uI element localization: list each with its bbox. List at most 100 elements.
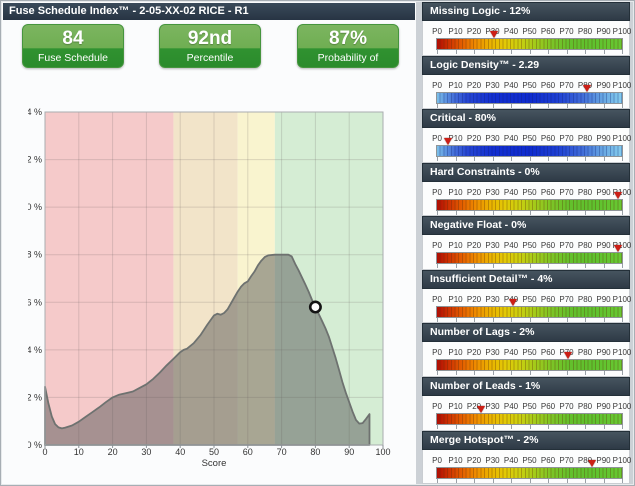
gauge-title: Missing Logic - 12% [422,2,630,21]
gauge-gradient-bar [436,305,623,318]
y-axis-tick-label: 2 % [28,392,42,402]
gauge-title: Hard Constraints - 0% [422,162,630,182]
y-axis-tick-label: 4 % [28,345,42,355]
gauge-title: Number of Leads - 1% [422,376,630,396]
percentile-tick-label: P20 [466,80,482,90]
title-bar: Fuse Schedule Index™ - 2-05-XX-02 RICE -… [3,3,415,20]
gauge-scale: P0 P10 P20 P30 P40 P50 P60 P70 P80 P90 P100 [432,289,631,323]
gauge-gradient-bar [436,252,623,265]
percentile-tick-label: P80 [577,241,593,251]
x-axis-tick-label: 70 [277,447,287,457]
percentile-tick-label: P0 [432,348,442,358]
percentile-tick-label: P70 [559,187,574,197]
percentile-tick-label: P90 [596,294,611,304]
percentile-tick-label: P60 [540,80,556,90]
probability-box: 87% Probability of Success [297,24,399,68]
percentile-tick-label: P90 [596,187,611,197]
gauge-body: P0 P10 P20 P30 P40 P50 P60 P70 P80 P90 P100 [422,449,631,485]
percentile-tick-label: P40 [503,348,519,358]
percentile-tick-label: P20 [466,134,482,144]
percentile-tick-label: P50 [522,241,537,251]
percentile-tick-label: P10 [448,241,463,251]
percentile-tick-label: P20 [466,348,482,358]
percentile-tick-label: P80 [577,348,593,358]
percentile-tick-label: P50 [522,294,537,304]
percentile-tick-label: P40 [503,401,519,411]
gauge-title: Logic Density™ - 2.29 [422,55,630,75]
percentile-tick-label: P50 [522,455,537,465]
percentile-tick-label: P60 [540,294,556,304]
left-panel: Fuse Schedule Index™ - 2-05-XX-02 RICE -… [2,2,416,484]
percentile-tick-label: P10 [448,187,463,197]
percentile-tick-label: P70 [559,27,574,36]
fsi-score-label: Fuse Schedule Index™ [37,52,109,67]
percentile-tick-label: P20 [466,27,482,36]
percentile-tick-label: P100 [612,294,632,304]
percentile-tick-label: P40 [503,134,519,144]
percentile-tick-label: P100 [612,134,632,144]
percentile-tick-label: P50 [522,348,537,358]
percentile-marker-icon [508,298,517,306]
fsi-score-value: 84 [62,28,84,49]
percentile-tick-label: P90 [596,455,611,465]
x-axis-tick-label: 10 [74,447,84,457]
gauge-title: Critical - 80% [422,109,630,129]
percentile-tick-label: P0 [432,80,442,90]
percentile-tick-label: P100 [612,348,632,358]
percentile-marker-icon [564,352,573,360]
percentile-tick-label: P40 [503,80,519,90]
percentile-tick-label: P40 [503,241,519,251]
gauge-body: P0 P10 P20 P30 P40 P50 P60 P70 P80 P90 P100 [422,181,631,217]
percentile-tick-label: P0 [432,401,442,411]
gauge-scale: P0 P10 P20 P30 P40 P50 P60 P70 P80 P90 P100 [432,396,631,430]
score-distribution-chart: 0 % 2 % 4 % 6 % 8 % 10 % 12 % 14 % 0 10 20 30 40 50 60… [21,100,394,476]
gauge-block: Negative Float - 0% P0 P10 P20 P30 P40 P50 P60… [422,216,631,270]
gauge-title: Number of Lags - 2% [422,323,630,343]
probability-value: 87% [328,28,368,49]
percentile-tick-label: P30 [485,455,500,465]
x-axis-tick-label: 100 [375,447,390,457]
gauge-title: Insufficient Detail™ - 4% [422,269,630,289]
gauge-body: P0 P10 P20 P30 P40 P50 P60 P70 P80 P90 P100 [422,21,631,56]
percentile-tick-label: P90 [596,80,611,90]
gauge-body: P0 P10 P20 P30 P40 P50 P60 P70 P80 P90 P100 [422,235,631,270]
gauge-title: Merge Hotspot™ - 2% [422,430,630,450]
percentile-marker-icon [444,138,453,146]
gauge-block: Insufficient Detail™ - 4% P0 P10 P20 P30 P40… [422,269,631,324]
y-axis-tick-label: 8 % [28,250,42,260]
percentile-tick-label: P80 [577,187,593,197]
y-axis-tick-label: 6 % [28,297,42,307]
percentile-tick-label: P10 [448,294,463,304]
percentile-tick-label: P30 [485,294,500,304]
percentile-marker-icon [588,459,597,467]
x-axis-tick-label: 60 [243,447,253,457]
percentile-tick-label: P20 [466,241,482,251]
percentile-tick-label: P70 [559,134,574,144]
gauge-block: Missing Logic - 12% P0 P10 P20 P30 P40 P50 P60… [422,2,631,56]
percentile-tick-label: P90 [596,241,611,251]
percentile-tick-label: P30 [485,80,500,90]
percentile-tick-label: P0 [432,455,442,465]
percentile-tick-label: P60 [540,241,556,251]
percentile-tick-label: P70 [559,241,574,251]
x-axis-tick-label: 30 [141,447,151,457]
gauges-panel: Missing Logic - 12% P0 P10 P20 P30 P40 P50 P60… [422,2,632,485]
gauge-gradient-bar [436,466,623,479]
gauge-block: Merge Hotspot™ - 2% P0 P10 P20 P30 P40 P50 P60… [422,430,631,485]
percentile-tick-label: P40 [503,27,519,36]
percentile-tick-label: P90 [596,134,611,144]
x-axis-tick-label: 20 [108,447,118,457]
percentile-tick-label: P10 [448,134,463,144]
percentile-tick-label: P30 [485,401,500,411]
gauge-gradient-bar [436,359,623,372]
y-axis-tick-label: 12 % [28,155,42,165]
percentile-tick-label: P60 [540,27,556,36]
percentile-tick-label: P70 [559,455,574,465]
percentile-marker-icon [614,245,623,253]
percentile-tick-label: P50 [522,27,537,36]
percentile-tick-label: P70 [559,401,574,411]
percentile-tick-label: P60 [540,187,556,197]
percentile-tick-label: P10 [448,27,463,36]
percentile-tick-label: P80 [577,27,593,36]
